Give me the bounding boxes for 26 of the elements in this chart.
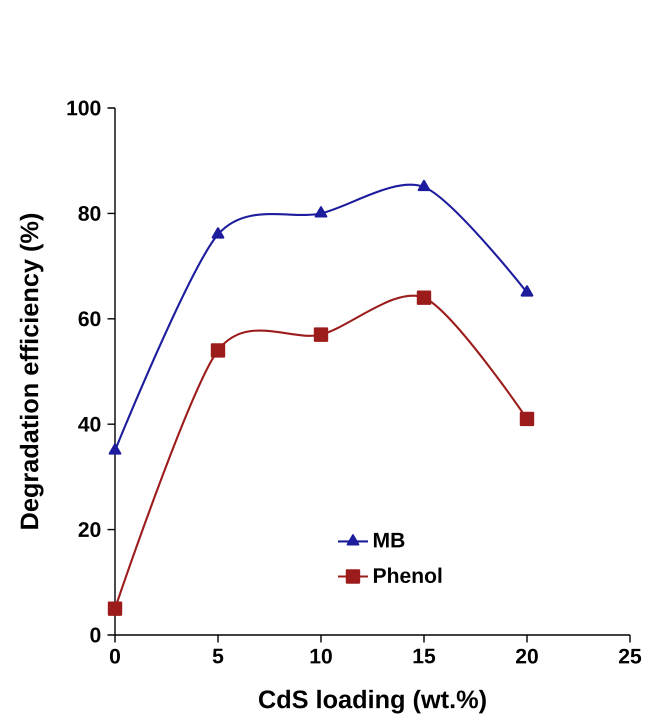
point: [520, 412, 534, 426]
x-tick-label: 10: [310, 648, 332, 664]
point: [416, 290, 432, 305]
y-axis-title: Degradation efficiency (%): [20, 214, 44, 529]
point: [108, 601, 122, 616]
x-tick-label: 25: [619, 648, 642, 664]
x-axis-title: CdS loading (wt.%): [258, 690, 486, 714]
x-tick-label: 20: [516, 648, 538, 664]
point: [418, 180, 430, 192]
x-tick-label: 5: [212, 648, 224, 664]
point: [314, 206, 328, 218]
y-tick-label: 100: [67, 100, 100, 116]
point: [210, 343, 226, 358]
y-tick-label: 80: [78, 206, 100, 221]
legend-label: Phenol: [374, 568, 442, 584]
point: [520, 285, 534, 297]
x-tick-label: 0: [110, 648, 120, 664]
legend-label: MB: [374, 532, 404, 548]
y-tick-label: 40: [78, 416, 100, 432]
y-tick-label: 60: [78, 311, 100, 326]
y-tick-label: 20: [78, 522, 100, 538]
point: [212, 227, 224, 239]
x-tick-label: 15: [414, 648, 436, 664]
y-tick-label: 0: [90, 628, 100, 642]
point: [314, 327, 328, 342]
point: [108, 443, 122, 455]
